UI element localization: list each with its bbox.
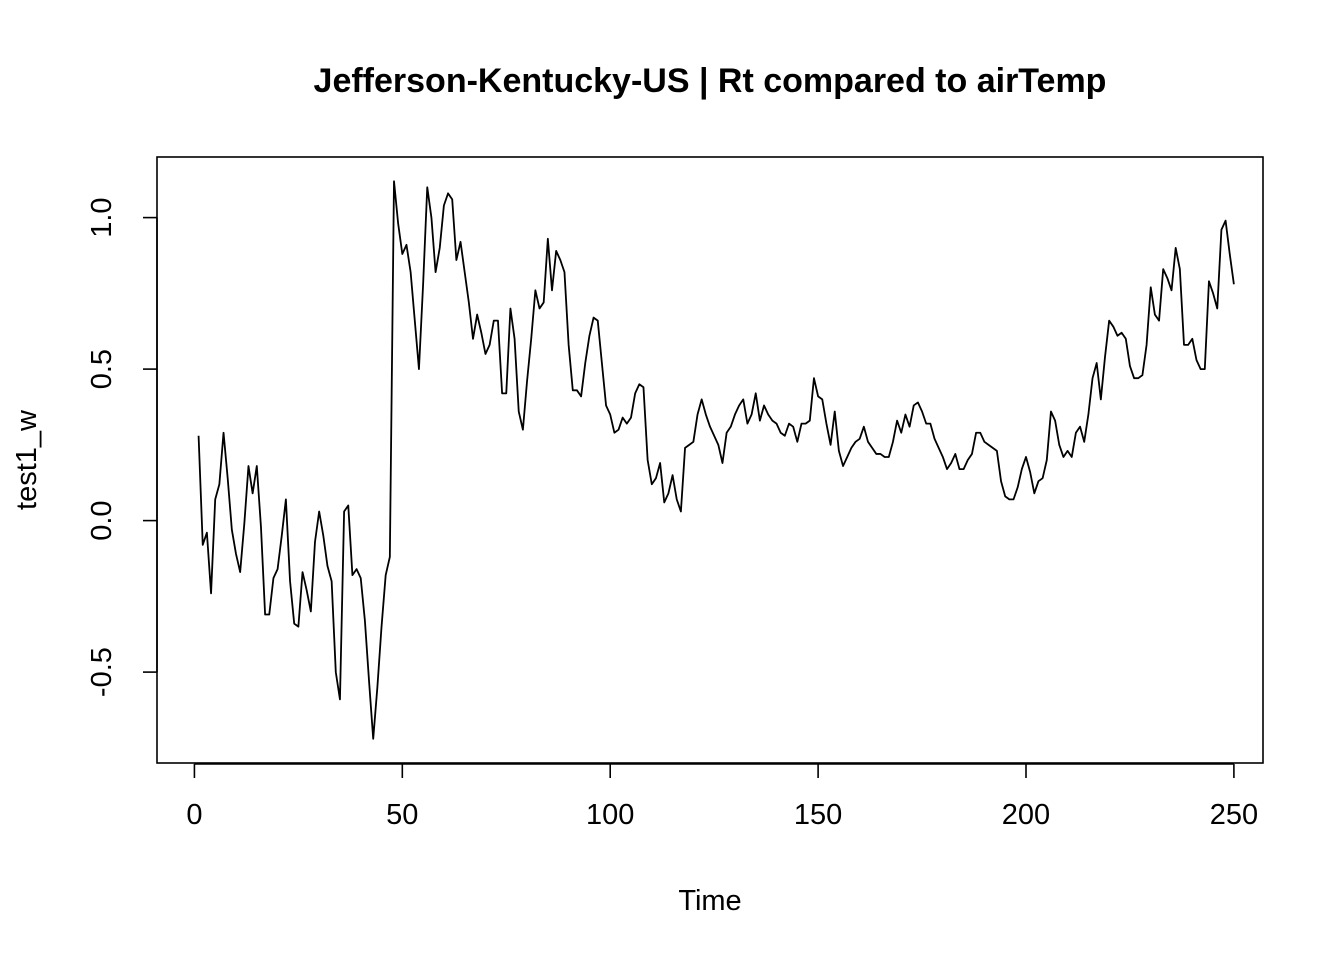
x-axis-label: Time — [678, 885, 741, 917]
x-tick-label: 150 — [794, 799, 842, 831]
x-axis: 0 50 100 150 200 250 — [186, 763, 1258, 831]
series-line — [197, 180, 1235, 740]
chart-title: Jefferson-Kentucky-US | Rt compared to a… — [314, 62, 1107, 100]
y-tick-label: -0.5 — [86, 647, 118, 697]
x-tick-label: 200 — [1002, 799, 1050, 831]
series-layer — [197, 180, 1235, 740]
y-tick-label: 0.5 — [86, 349, 118, 389]
x-tick-label: 50 — [386, 799, 418, 831]
y-tick-label: 1.0 — [86, 197, 118, 237]
x-tick-label: 0 — [186, 799, 202, 831]
x-tick-label: 100 — [586, 799, 634, 831]
y-tick-label: 0.0 — [86, 500, 118, 540]
plot-area-frame — [156, 156, 1264, 764]
x-tick-label: 250 — [1210, 799, 1258, 831]
y-axis: -0.5 0.0 0.5 1.0 — [86, 197, 158, 697]
y-axis-label: test1_w — [11, 409, 43, 510]
